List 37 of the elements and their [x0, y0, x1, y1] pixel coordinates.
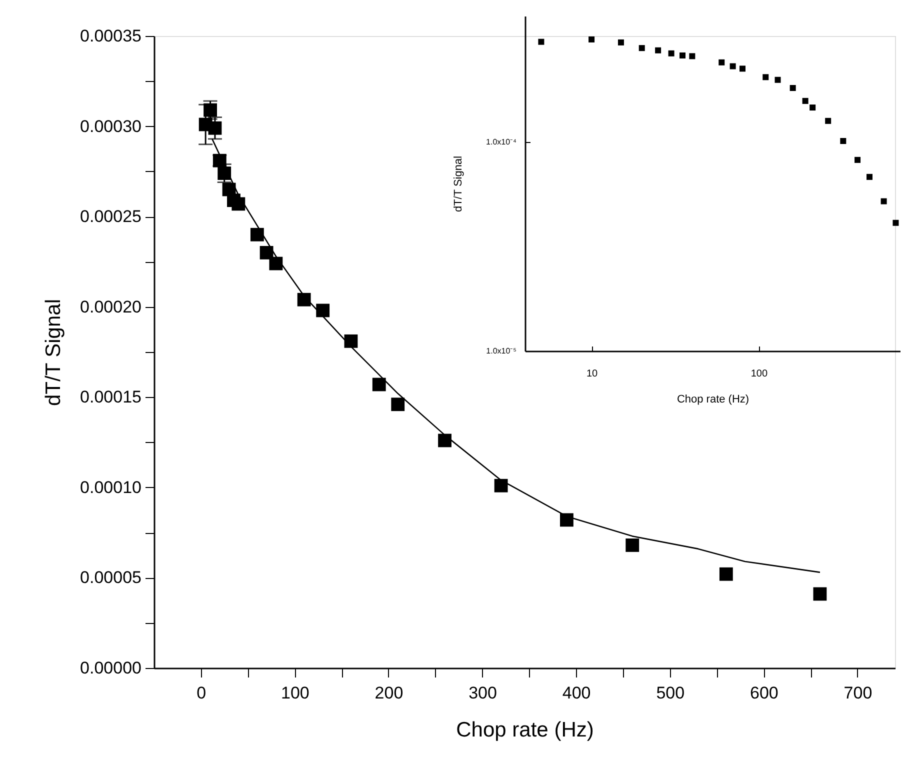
- point: [250, 228, 264, 242]
- x-tick-label: 600: [750, 684, 778, 702]
- point: [269, 256, 283, 270]
- y-tick-label: 0.00020: [80, 297, 142, 316]
- y-tick-label: 0.00000: [80, 658, 142, 678]
- x-axis-title: Chop rate (Hz): [456, 718, 594, 742]
- y-tick-label: 0.00015: [80, 388, 142, 407]
- point: [232, 197, 246, 211]
- point: [297, 292, 311, 306]
- y-axis-title: dT/T Signal: [42, 299, 66, 406]
- point: [391, 398, 405, 412]
- y-tick-label: 0.00035: [80, 26, 142, 46]
- x-tick-label: 300: [468, 684, 497, 702]
- x-tick-label: 0: [196, 684, 206, 702]
- y-tick-label: 0.00005: [80, 568, 142, 588]
- x-axis-title: Chop rate (Hz): [676, 394, 750, 406]
- x-tick-label: 200: [374, 684, 404, 702]
- point: [626, 538, 640, 552]
- point: [494, 478, 508, 492]
- point: [560, 513, 574, 527]
- y-axis-title: dT/T Signal: [452, 156, 464, 212]
- x-tick-label: 10: [586, 368, 598, 380]
- point: [260, 246, 274, 260]
- x-tick-label: 100: [750, 368, 768, 380]
- point: [719, 567, 733, 581]
- y-tick-label: 0.00030: [80, 116, 142, 136]
- point: [813, 587, 827, 601]
- x-tick-label: 500: [656, 684, 685, 702]
- point: [372, 378, 386, 392]
- x-tick-label: 400: [562, 684, 591, 702]
- x-tick-label: 700: [844, 684, 872, 702]
- point: [438, 434, 452, 448]
- y-tick-label: 0.00010: [80, 478, 142, 497]
- y-tick-label: 1.0x10⁻⁴: [486, 137, 518, 146]
- y-tick-label: 0.00025: [80, 207, 142, 226]
- y-tick-label: 1.0x10⁻⁵: [486, 346, 516, 356]
- x-tick-label: 100: [281, 684, 310, 702]
